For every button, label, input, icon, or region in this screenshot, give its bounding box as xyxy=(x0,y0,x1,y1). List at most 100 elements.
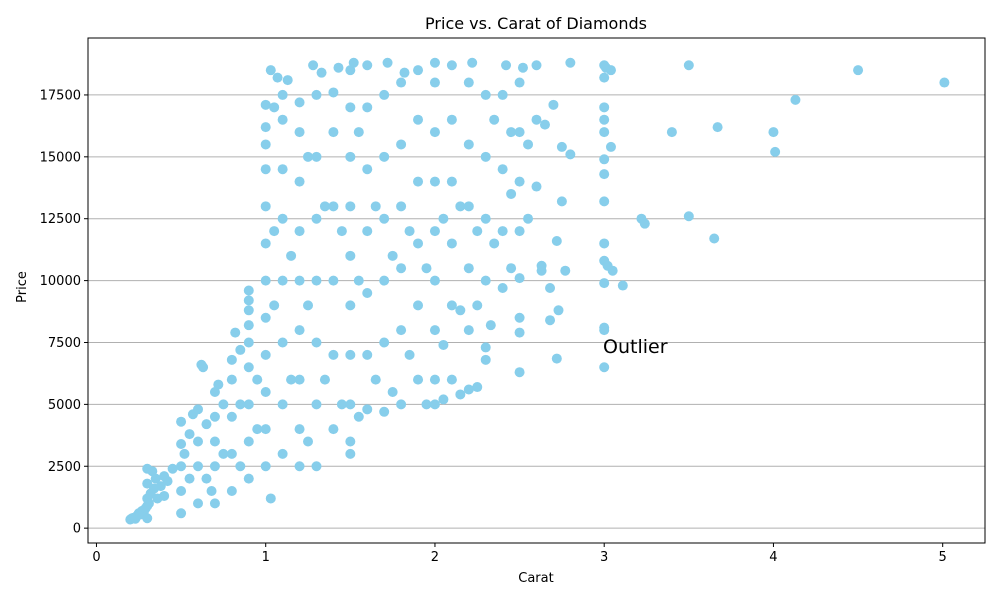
scatter-point xyxy=(176,461,187,472)
scatter-point xyxy=(413,176,424,187)
scatter-point xyxy=(311,399,322,410)
scatter-point xyxy=(243,285,254,296)
scatter-point xyxy=(209,498,220,509)
scatter-point xyxy=(480,275,491,286)
scatter-point xyxy=(362,287,373,298)
scatter-point xyxy=(551,353,562,364)
scatter-point xyxy=(506,127,517,138)
outlier-annotation: Outlier xyxy=(603,336,668,358)
scatter-point xyxy=(277,213,288,224)
scatter-point xyxy=(489,238,500,249)
scatter-point xyxy=(176,438,187,449)
scatter-point xyxy=(480,89,491,100)
scatter-point xyxy=(176,416,187,427)
scatter-point xyxy=(396,139,407,150)
scatter-point xyxy=(294,127,305,138)
y-tick-label: 10000 xyxy=(40,274,81,289)
scatter-point xyxy=(639,218,650,229)
scatter-point xyxy=(506,188,517,199)
scatter-point xyxy=(438,394,449,405)
scatter-point xyxy=(260,275,271,286)
scatter-point xyxy=(333,62,344,73)
scatter-point xyxy=(413,374,424,385)
scatter-point xyxy=(472,226,483,237)
scatter-point xyxy=(599,362,610,373)
scatter-point xyxy=(455,305,466,316)
scatter-point xyxy=(328,349,339,360)
scatter-point xyxy=(599,102,610,113)
scatter-point xyxy=(218,399,229,410)
scatter-point xyxy=(463,77,474,88)
scatter-point xyxy=(517,62,528,73)
scatter-point xyxy=(345,250,356,261)
scatter-point xyxy=(303,436,314,447)
scatter-point xyxy=(599,238,610,249)
scatter-point xyxy=(472,300,483,311)
scatter-point xyxy=(523,139,534,150)
scatter-point xyxy=(235,461,246,472)
scatter-point xyxy=(294,226,305,237)
scatter-point xyxy=(294,97,305,108)
scatter-point xyxy=(230,327,241,338)
scatter-point xyxy=(446,300,457,311)
scatter-point xyxy=(379,213,390,224)
scatter-point xyxy=(353,127,364,138)
scatter-point xyxy=(353,275,364,286)
scatter-point xyxy=(206,486,217,497)
scatter-point xyxy=(303,300,314,311)
y-tick-label: 17500 xyxy=(40,88,81,103)
scatter-point xyxy=(939,77,950,88)
scatter-point xyxy=(446,374,457,385)
scatter-point xyxy=(328,201,339,212)
scatter-point xyxy=(683,211,694,222)
scatter-point xyxy=(345,151,356,162)
scatter-point xyxy=(345,300,356,311)
scatter-point xyxy=(497,283,508,294)
scatter-point xyxy=(193,461,204,472)
scatter-point xyxy=(143,498,154,509)
scatter-point xyxy=(311,337,322,348)
scatter-point xyxy=(599,127,610,138)
scatter-point xyxy=(159,490,170,501)
scatter-point xyxy=(429,77,440,88)
scatter-point xyxy=(455,201,466,212)
scatter-point xyxy=(265,493,276,504)
scatter-point xyxy=(599,278,610,289)
scatter-point xyxy=(226,486,237,497)
scatter-point xyxy=(277,399,288,410)
scatter-point xyxy=(379,406,390,417)
scatter-point xyxy=(277,114,288,125)
scatter-point xyxy=(429,399,440,410)
scatter-point xyxy=(463,139,474,150)
x-axis-label: Carat xyxy=(518,571,553,586)
scatter-point xyxy=(379,337,390,348)
scatter-point xyxy=(294,325,305,336)
scatter-point xyxy=(294,461,305,472)
scatter-point xyxy=(260,99,271,110)
scatter-point xyxy=(396,77,407,88)
scatter-point xyxy=(286,250,297,261)
scatter-point xyxy=(438,339,449,350)
scatter-point xyxy=(617,280,628,291)
scatter-point xyxy=(294,374,305,385)
scatter-point xyxy=(362,349,373,360)
scatter-point xyxy=(565,149,576,160)
scatter-point xyxy=(277,89,288,100)
scatter-point xyxy=(235,399,246,410)
scatter-point xyxy=(531,114,542,125)
scatter-point xyxy=(260,201,271,212)
scatter-point xyxy=(193,498,204,509)
scatter-point xyxy=(497,164,508,175)
scatter-point xyxy=(162,476,173,487)
scatter-point xyxy=(565,57,576,68)
scatter-point xyxy=(260,386,271,397)
scatter-point xyxy=(260,122,271,133)
scatter-point xyxy=(709,233,720,244)
scatter-point xyxy=(599,196,610,207)
scatter-point xyxy=(260,461,271,472)
scatter-point xyxy=(497,89,508,100)
scatter-point xyxy=(480,151,491,162)
scatter-point xyxy=(497,226,508,237)
scatter-point xyxy=(272,72,283,83)
